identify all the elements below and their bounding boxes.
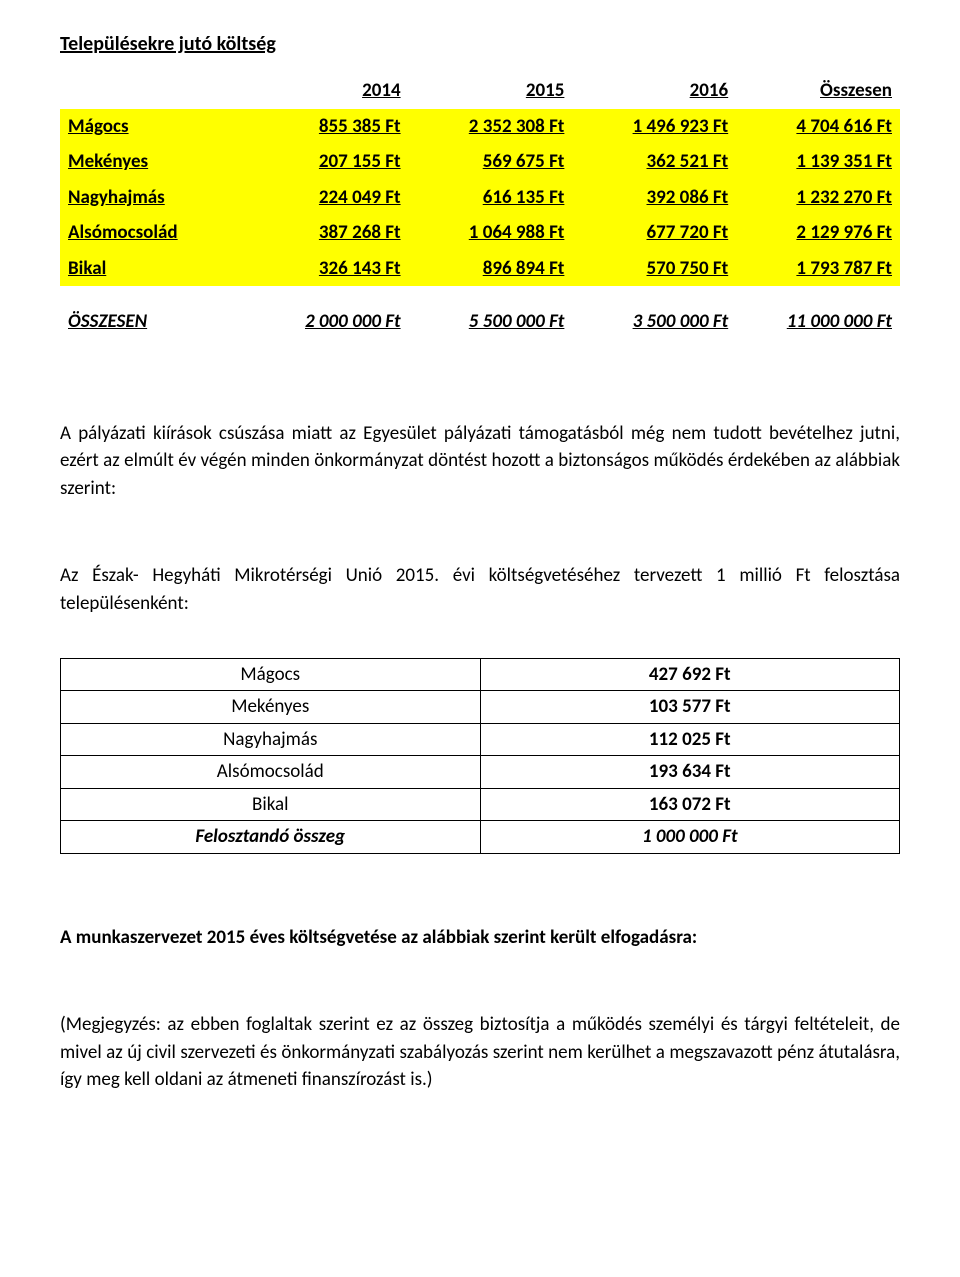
- summary-val: 11 000 000 Ft: [736, 304, 900, 340]
- dist-label: Bikal: [61, 788, 481, 821]
- cost-table: 2014 2015 2016 Összesen Mágocs 855 385 F…: [60, 73, 900, 286]
- summary-row: ÖSSZESEN 2 000 000 Ft 5 500 000 Ft 3 500…: [60, 304, 900, 340]
- row-val: 362 521 Ft: [572, 144, 736, 180]
- row-label: Mekényes: [60, 144, 245, 180]
- dist-label: Nagyhajmás: [61, 723, 481, 756]
- summary-val: 5 500 000 Ft: [409, 304, 573, 340]
- row-label: Bikal: [60, 251, 245, 287]
- row-val: 1 232 270 Ft: [736, 180, 900, 216]
- table-row: Bikal 163 072 Ft: [61, 788, 900, 821]
- row-val: 2 352 308 Ft: [409, 109, 573, 145]
- row-val: 1 496 923 Ft: [572, 109, 736, 145]
- table-row: Nagyhajmás 112 025 Ft: [61, 723, 900, 756]
- page-title: Településekre jutó költség: [60, 30, 900, 59]
- header-2016: 2016: [572, 73, 736, 109]
- dist-label: Mágocs: [61, 658, 481, 691]
- row-label: Nagyhajmás: [60, 180, 245, 216]
- dist-total-value: 1 000 000 Ft: [480, 821, 900, 854]
- cost-table-header: 2014 2015 2016 Összesen: [60, 73, 900, 109]
- paragraph-3: A munkaszervezet 2015 éves költségvetése…: [60, 924, 900, 952]
- dist-total-label: Felosztandó összeg: [61, 821, 481, 854]
- row-val: 1 064 988 Ft: [409, 215, 573, 251]
- dist-value: 103 577 Ft: [480, 691, 900, 724]
- paragraph-4: (Megjegyzés: az ebben foglaltak szerint …: [60, 1011, 900, 1094]
- header-total: Összesen: [736, 73, 900, 109]
- dist-label: Mekényes: [61, 691, 481, 724]
- dist-value: 112 025 Ft: [480, 723, 900, 756]
- summary-label: ÖSSZESEN: [60, 304, 245, 340]
- row-val: 1 139 351 Ft: [736, 144, 900, 180]
- table-row: Alsómocsolád 193 634 Ft: [61, 756, 900, 789]
- table-row: Alsómocsolád 387 268 Ft 1 064 988 Ft 677…: [60, 215, 900, 251]
- row-label: Alsómocsolád: [60, 215, 245, 251]
- table-row: Nagyhajmás 224 049 Ft 616 135 Ft 392 086…: [60, 180, 900, 216]
- table-row: Mágocs 427 692 Ft: [61, 658, 900, 691]
- dist-label: Alsómocsolád: [61, 756, 481, 789]
- row-val: 616 135 Ft: [409, 180, 573, 216]
- header-2014: 2014: [245, 73, 409, 109]
- row-val: 2 129 976 Ft: [736, 215, 900, 251]
- table-row: Mekényes 103 577 Ft: [61, 691, 900, 724]
- row-val: 855 385 Ft: [245, 109, 409, 145]
- dist-value: 193 634 Ft: [480, 756, 900, 789]
- row-val: 392 086 Ft: [572, 180, 736, 216]
- row-val: 4 704 616 Ft: [736, 109, 900, 145]
- paragraph-1: A pályázati kiírások csúszása miatt az E…: [60, 420, 900, 503]
- dist-value: 163 072 Ft: [480, 788, 900, 821]
- summary-val: 3 500 000 Ft: [572, 304, 736, 340]
- table-row: Mekényes 207 155 Ft 569 675 Ft 362 521 F…: [60, 144, 900, 180]
- row-val: 677 720 Ft: [572, 215, 736, 251]
- row-val: 326 143 Ft: [245, 251, 409, 287]
- header-2015: 2015: [409, 73, 573, 109]
- distribution-table: Mágocs 427 692 Ft Mekényes 103 577 Ft Na…: [60, 658, 900, 854]
- table-row: Mágocs 855 385 Ft 2 352 308 Ft 1 496 923…: [60, 109, 900, 145]
- dist-value: 427 692 Ft: [480, 658, 900, 691]
- row-val: 207 155 Ft: [245, 144, 409, 180]
- row-val: 896 894 Ft: [409, 251, 573, 287]
- table-row-total: Felosztandó összeg 1 000 000 Ft: [61, 821, 900, 854]
- row-val: 1 793 787 Ft: [736, 251, 900, 287]
- paragraph-2: Az Észak- Hegyháti Mikrotérségi Unió 201…: [60, 562, 900, 617]
- row-val: 387 268 Ft: [245, 215, 409, 251]
- table-row: Bikal 326 143 Ft 896 894 Ft 570 750 Ft 1…: [60, 251, 900, 287]
- summary-val: 2 000 000 Ft: [245, 304, 409, 340]
- row-val: 570 750 Ft: [572, 251, 736, 287]
- row-val: 224 049 Ft: [245, 180, 409, 216]
- row-val: 569 675 Ft: [409, 144, 573, 180]
- summary-table: ÖSSZESEN 2 000 000 Ft 5 500 000 Ft 3 500…: [60, 304, 900, 340]
- row-label: Mágocs: [60, 109, 245, 145]
- paragraph-3-text: A munkaszervezet 2015 éves költségvetése…: [60, 926, 697, 949]
